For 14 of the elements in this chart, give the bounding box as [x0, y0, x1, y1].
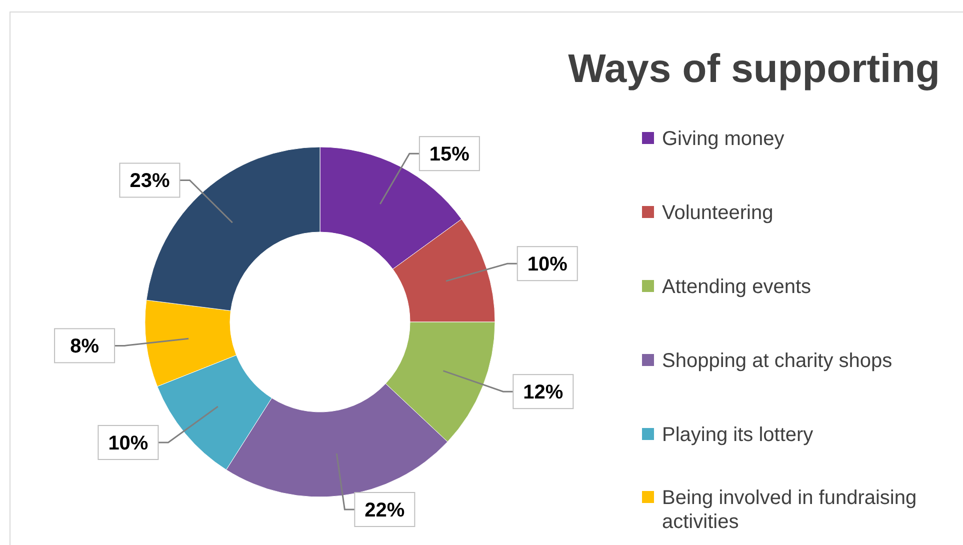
data-label: 23%: [130, 170, 170, 192]
legend-label: Attending events: [662, 276, 811, 298]
data-label: 22%: [364, 500, 405, 522]
legend-label: Giving money: [662, 128, 784, 150]
chart-title: Ways of supporting: [568, 47, 940, 91]
data-label: 10%: [108, 432, 148, 454]
data-label: 12%: [523, 382, 564, 404]
legend-label: Playing its lottery: [662, 424, 814, 446]
legend-label: Shopping at charity shops: [662, 350, 892, 372]
legend-label: Volunteering: [662, 202, 774, 224]
data-label: 15%: [429, 144, 470, 166]
legend-label: Being involved in fundraising activities: [662, 487, 917, 533]
data-label: 8%: [70, 336, 100, 358]
data-label: 10%: [527, 254, 568, 276]
